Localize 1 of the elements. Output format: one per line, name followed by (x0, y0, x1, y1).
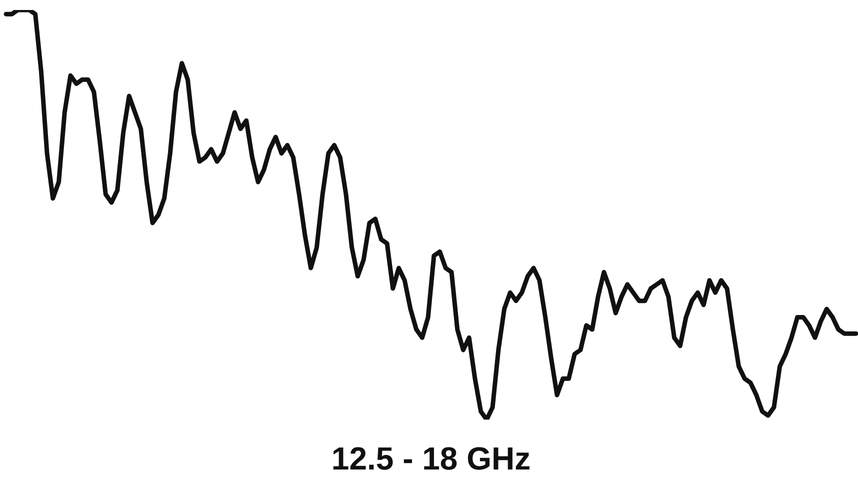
x-axis-title: 12.5 - 18 GHz (331, 440, 531, 477)
